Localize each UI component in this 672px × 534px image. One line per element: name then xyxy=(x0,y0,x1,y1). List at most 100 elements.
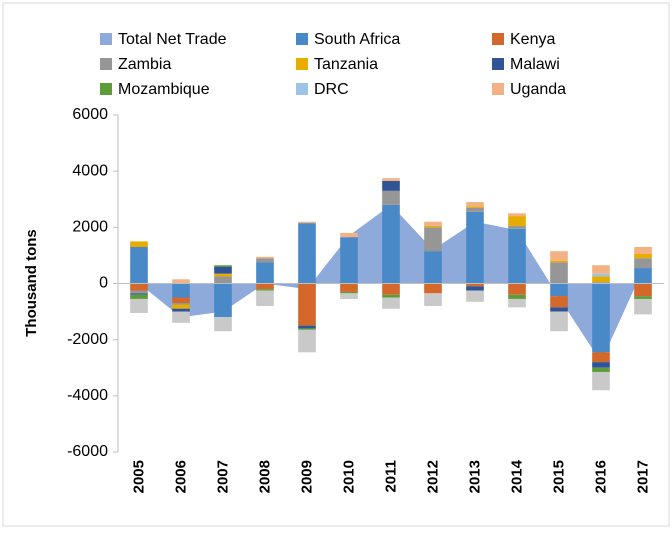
bar-segment xyxy=(550,262,568,284)
legend-label: DRC xyxy=(314,81,349,98)
legend-swatch xyxy=(492,33,504,45)
bar-segment xyxy=(550,261,568,263)
bar-segment xyxy=(634,246,652,255)
y-tick-label: 0 xyxy=(99,275,108,292)
bar-segment xyxy=(466,211,484,284)
bar-segment xyxy=(130,293,148,295)
bar-segment xyxy=(508,225,526,229)
legend-swatch xyxy=(100,58,112,70)
bar-segment xyxy=(340,237,358,284)
x-tick-label: 2012 xyxy=(425,460,442,493)
bar-segment xyxy=(550,283,568,297)
bar-segment xyxy=(382,190,400,205)
bar-segment xyxy=(298,328,316,330)
bar-segment xyxy=(172,283,190,298)
legend-label: Zambia xyxy=(118,56,171,73)
bar-segment xyxy=(550,307,568,312)
legend-label: Total Net Trade xyxy=(118,31,227,48)
legend-swatch xyxy=(100,83,112,95)
bar-segment xyxy=(382,204,400,284)
legend-swatch xyxy=(296,58,308,70)
bar-segment xyxy=(256,258,274,263)
bar-segment xyxy=(550,311,568,332)
bar-segment xyxy=(130,290,148,294)
x-tick-label: 2005 xyxy=(131,460,148,493)
y-tick-label: -6000 xyxy=(67,443,108,460)
legend-label: Kenya xyxy=(510,31,555,48)
bar-segment xyxy=(592,371,610,391)
bar-segment xyxy=(130,246,148,284)
bar-segment xyxy=(466,206,484,208)
bar-segment xyxy=(634,268,652,284)
bar-segment xyxy=(172,311,190,323)
bar-segment xyxy=(508,213,526,217)
x-tick-label: 2015 xyxy=(551,460,568,493)
bar-segment xyxy=(382,294,400,298)
bar-segment xyxy=(214,266,232,274)
x-tick-label: 2014 xyxy=(509,459,526,493)
bar-segment xyxy=(424,225,442,228)
bar-segment xyxy=(256,256,274,259)
bar-segment xyxy=(508,283,526,295)
bar-segment xyxy=(256,262,274,284)
x-tick-label: 2011 xyxy=(383,460,400,493)
y-tick-label: -4000 xyxy=(67,387,108,404)
legend-label: Malawi xyxy=(510,56,560,73)
bar-segment xyxy=(298,221,316,224)
bar-segment xyxy=(466,207,484,212)
bar-segment xyxy=(214,273,232,277)
bar-segment xyxy=(130,283,148,291)
bar-segment xyxy=(508,216,526,226)
bar-segment xyxy=(256,290,274,306)
bar-segment xyxy=(592,362,610,368)
bar-segment xyxy=(298,283,316,326)
bar-segment xyxy=(424,283,442,294)
y-tick-label: 4000 xyxy=(72,162,108,179)
bar-segment xyxy=(130,241,148,247)
bar-segment xyxy=(508,228,526,284)
x-tick-label: 2017 xyxy=(635,460,652,493)
bar-segment xyxy=(424,221,442,226)
legend-label: Tanzania xyxy=(314,56,378,73)
bar-segment xyxy=(592,273,610,277)
legend-swatch xyxy=(492,58,504,70)
bar-segment xyxy=(214,283,232,318)
legend-label: Mozambique xyxy=(118,81,210,98)
bar-segment xyxy=(172,308,190,312)
legend-swatch xyxy=(492,83,504,95)
legend-swatch xyxy=(296,33,308,45)
x-tick-label: 2010 xyxy=(341,460,358,493)
bar-segment xyxy=(634,254,652,259)
bar-segment xyxy=(592,283,610,353)
x-tick-label: 2008 xyxy=(257,460,274,493)
bar-segment xyxy=(466,290,484,302)
bar-segment xyxy=(130,298,148,313)
bar-segment xyxy=(550,251,568,262)
bar-segment xyxy=(592,352,610,363)
bar-segment xyxy=(466,202,484,207)
bar-segment xyxy=(550,296,568,308)
x-tick-label: 2006 xyxy=(173,460,190,493)
bar-segment xyxy=(592,367,610,372)
bar-segment xyxy=(340,232,358,238)
bar-segment xyxy=(298,325,316,329)
bar-segment xyxy=(340,293,358,299)
bar-segment xyxy=(466,283,484,287)
bar-segment xyxy=(592,282,610,284)
bar-segment xyxy=(340,283,358,292)
bar-segment xyxy=(172,304,190,309)
bar-segment xyxy=(592,265,610,274)
x-tick-label: 2007 xyxy=(215,460,232,493)
bar-segment xyxy=(298,223,316,284)
bar-segment xyxy=(214,276,232,284)
y-axis-label: Thousand tons xyxy=(23,229,40,337)
bar-segment xyxy=(634,258,652,269)
bar-segment xyxy=(214,265,232,267)
legend-swatch xyxy=(296,83,308,95)
bar-segment xyxy=(172,303,190,305)
bar-segment xyxy=(256,289,274,291)
y-tick-label: 2000 xyxy=(72,219,108,236)
bar-segment xyxy=(298,329,316,353)
x-tick-label: 2013 xyxy=(467,460,484,493)
